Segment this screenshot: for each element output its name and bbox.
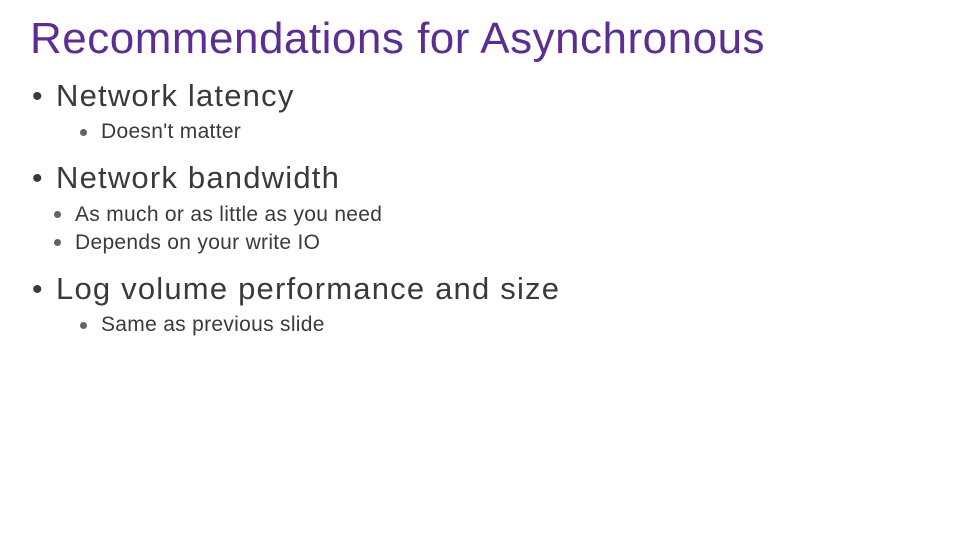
bullet-marker: • xyxy=(32,160,56,194)
slide-content: • Network latency Doesn't matter • Netwo… xyxy=(30,76,949,337)
sub-bullet-text: Same as previous slide xyxy=(101,313,325,337)
sub-bullet-dot xyxy=(54,239,61,246)
sub-bullet-item: As much or as little as you need xyxy=(32,203,949,227)
sub-bullet-dot xyxy=(80,322,87,329)
sub-bullet-text: Doesn't matter xyxy=(101,120,241,144)
sub-bullet-dot xyxy=(54,211,61,218)
bullet-item: • Network latency xyxy=(32,76,949,116)
bullet-item: • Log volume performance and size xyxy=(32,269,949,309)
sub-bullet-dot xyxy=(80,129,87,136)
bullet-item: • Network bandwidth xyxy=(32,158,949,198)
sub-bullet-item: Doesn't matter xyxy=(32,120,949,144)
sub-bullet-group: Doesn't matter xyxy=(32,120,949,144)
sub-bullet-text: As much or as little as you need xyxy=(75,203,382,227)
sub-bullet-group: Same as previous slide xyxy=(32,313,949,337)
sub-bullet-text: Depends on your write IO xyxy=(75,231,320,255)
sub-bullet-item: Same as previous slide xyxy=(32,313,949,337)
bullet-marker: • xyxy=(32,78,56,112)
bullet-text: Network latency xyxy=(56,76,295,116)
bullet-marker: • xyxy=(32,271,56,305)
bullet-text: Network bandwidth xyxy=(56,158,340,198)
sub-bullet-group: As much or as little as you need Depends… xyxy=(32,203,949,255)
slide-title: Recommendations for Asynchronous xyxy=(30,16,949,62)
bullet-text: Log volume performance and size xyxy=(56,269,560,309)
sub-bullet-item: Depends on your write IO xyxy=(32,231,949,255)
slide: Recommendations for Asynchronous • Netwo… xyxy=(0,0,979,551)
